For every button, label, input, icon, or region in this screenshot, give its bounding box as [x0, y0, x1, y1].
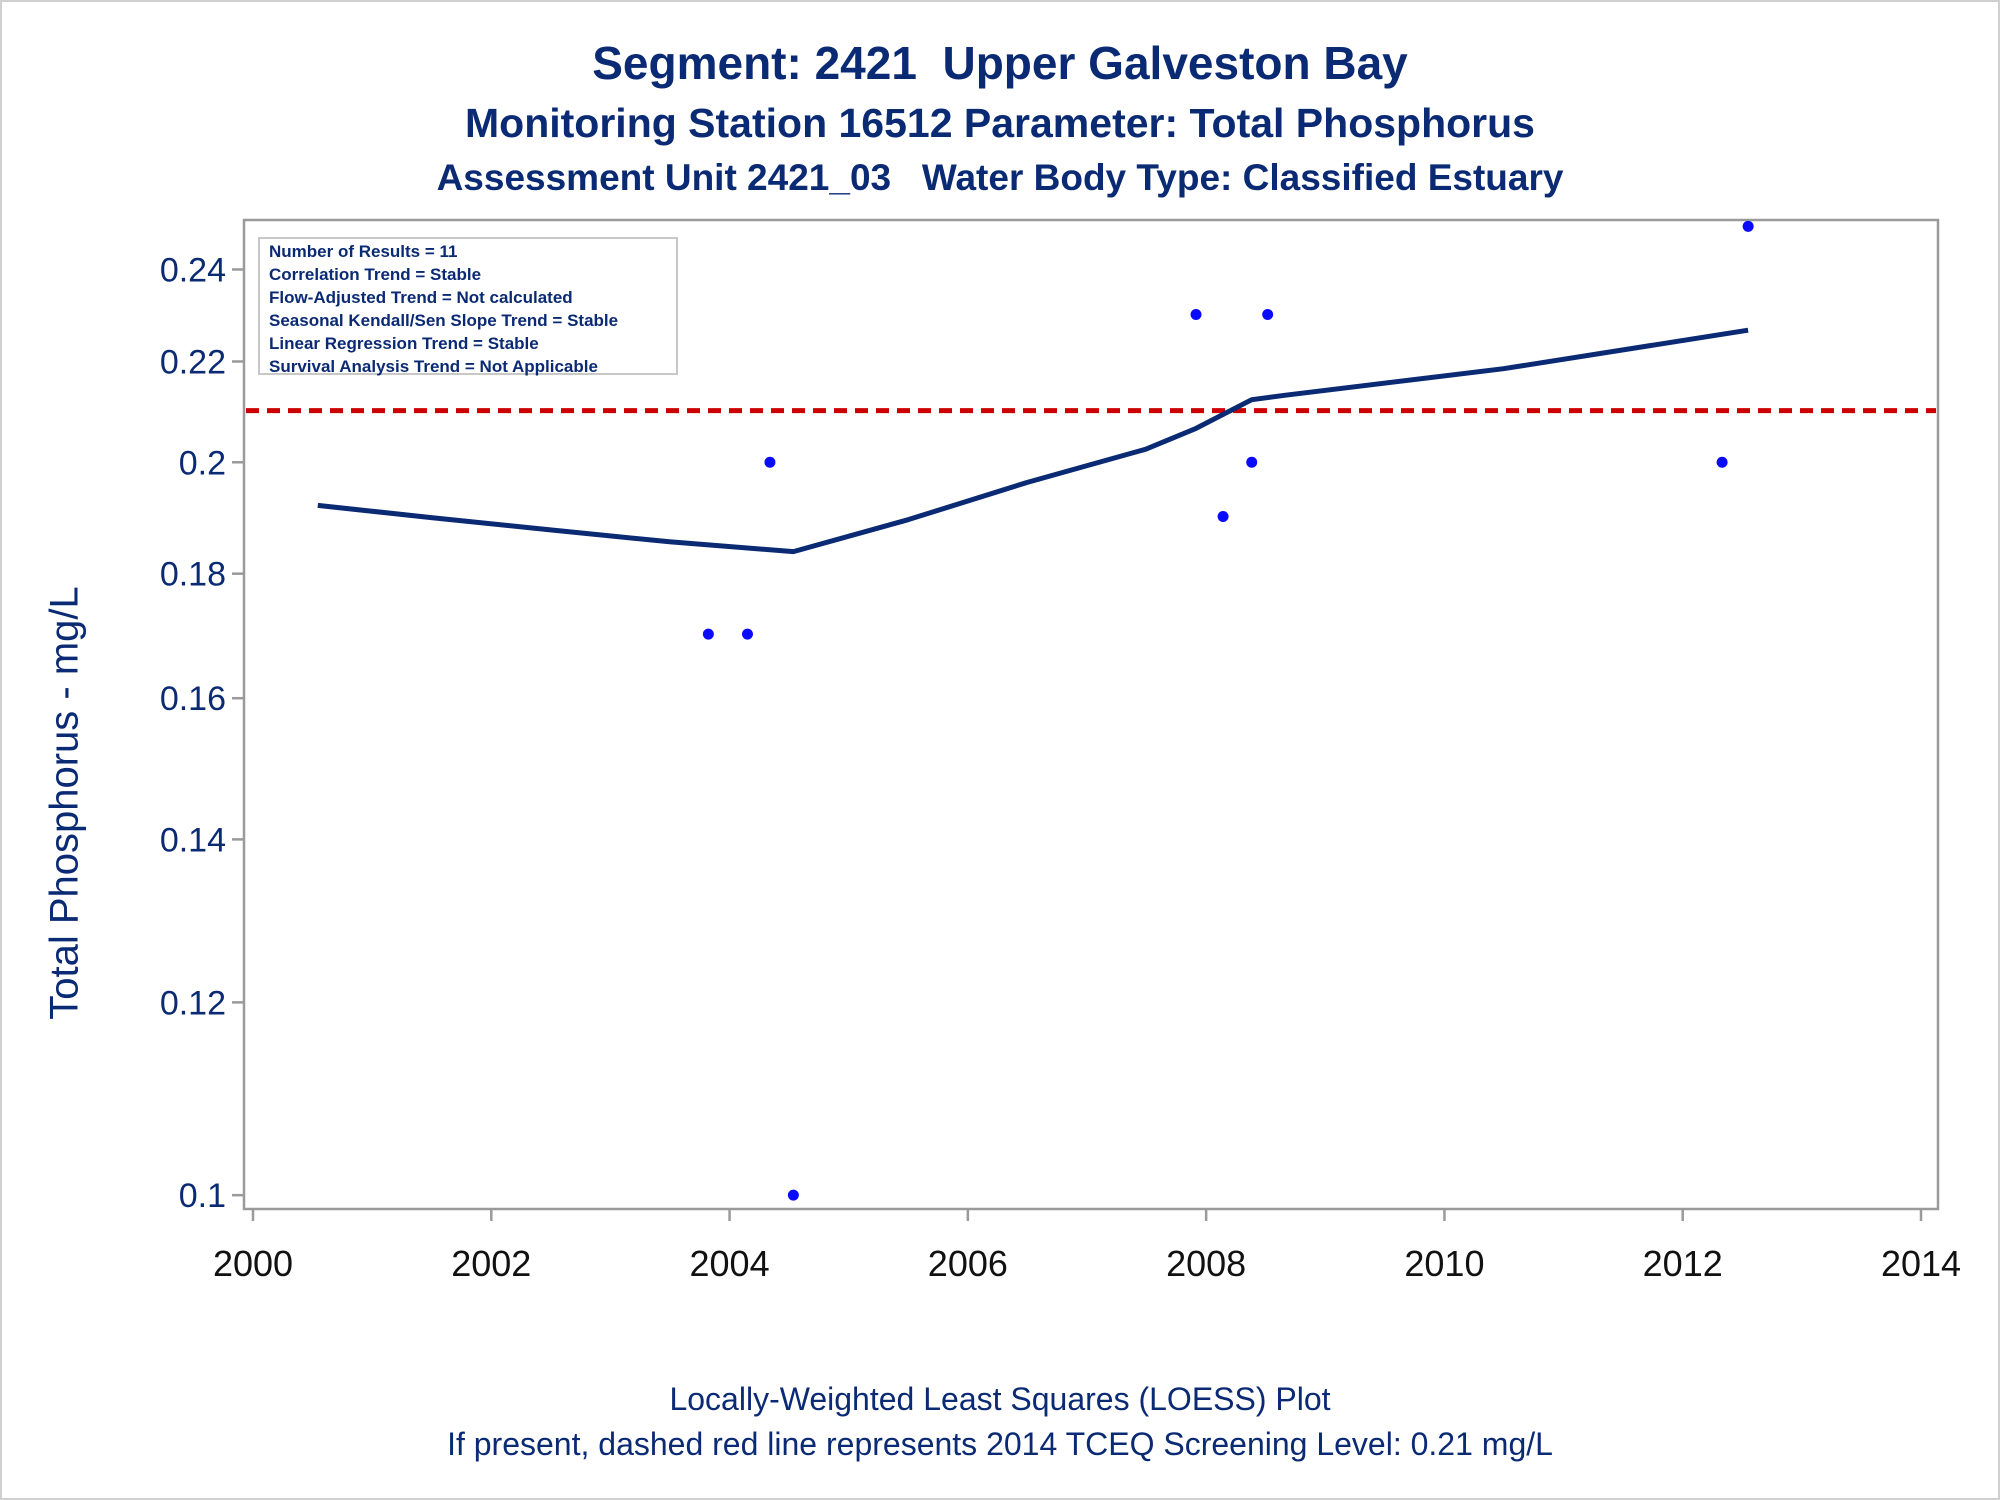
x-tick-label: 2012 [1643, 1243, 1723, 1284]
data-points [312, 220, 1754, 1201]
footnote-screening-level: If present, dashed red line represents 2… [447, 1426, 1553, 1462]
x-tick-label: 2008 [1166, 1243, 1246, 1284]
y-tick-label: 0.12 [160, 984, 226, 1022]
y-tick-label: 0.22 [160, 343, 226, 381]
loess-curve [317, 327, 1749, 555]
x-tick-label: 2014 [1881, 1243, 1961, 1284]
x-tick-label: 2000 [213, 1243, 293, 1284]
x-tick-label: 2004 [690, 1243, 770, 1284]
stats-line-results: Number of Results = 11 [269, 242, 458, 261]
y-tick-label: 0.18 [160, 556, 226, 594]
y-tick-label: 0.16 [160, 680, 226, 718]
stats-line-seasonal-kendall: Seasonal Kendall/Sen Slope Trend = Stabl… [269, 311, 619, 330]
y-tick-label: 0.2 [179, 444, 226, 482]
data-point [1217, 511, 1229, 523]
data-point [1742, 220, 1754, 232]
data-point [702, 628, 714, 640]
y-axis: 0.1 0.12 0.14 0.16 0.18 0.2 0.22 0.24 [160, 251, 244, 1215]
chart-subtitle-2: Assessment Unit 2421_03 Water Body Type:… [436, 157, 1564, 198]
chart-subtitle: Monitoring Station 16512 Parameter: Tota… [465, 100, 1535, 146]
x-tick-label: 2010 [1404, 1243, 1484, 1284]
y-tick-label: 0.1 [179, 1177, 226, 1215]
data-point [787, 1189, 799, 1201]
data-point [741, 628, 753, 640]
footnote-loess: Locally-Weighted Least Squares (LOESS) P… [669, 1381, 1331, 1417]
data-point [1190, 308, 1202, 320]
trend-stats-box: Number of Results = 11 Correlation Trend… [258, 237, 678, 376]
x-tick-label: 2002 [451, 1243, 531, 1284]
data-point [764, 456, 776, 468]
data-point [1262, 308, 1274, 320]
data-point [1716, 456, 1728, 468]
x-axis: 2000 2002 2004 2006 2008 2010 2012 2014 [213, 1209, 1961, 1284]
stats-line-survival: Survival Analysis Trend = Not Applicable [269, 357, 598, 376]
stats-line-flow-adjusted: Flow-Adjusted Trend = Not calculated [269, 288, 573, 307]
y-tick-label: 0.24 [160, 251, 226, 289]
chart-title: Segment: 2421 Upper Galveston Bay [592, 37, 1408, 89]
data-point [1246, 456, 1258, 468]
x-tick-label: 2006 [928, 1243, 1008, 1284]
stats-line-linear-regression: Linear Regression Trend = Stable [269, 334, 539, 353]
plot-area [242, 218, 1940, 1211]
y-tick-label: 0.14 [160, 821, 226, 859]
stats-line-correlation: Correlation Trend = Stable [269, 265, 482, 284]
